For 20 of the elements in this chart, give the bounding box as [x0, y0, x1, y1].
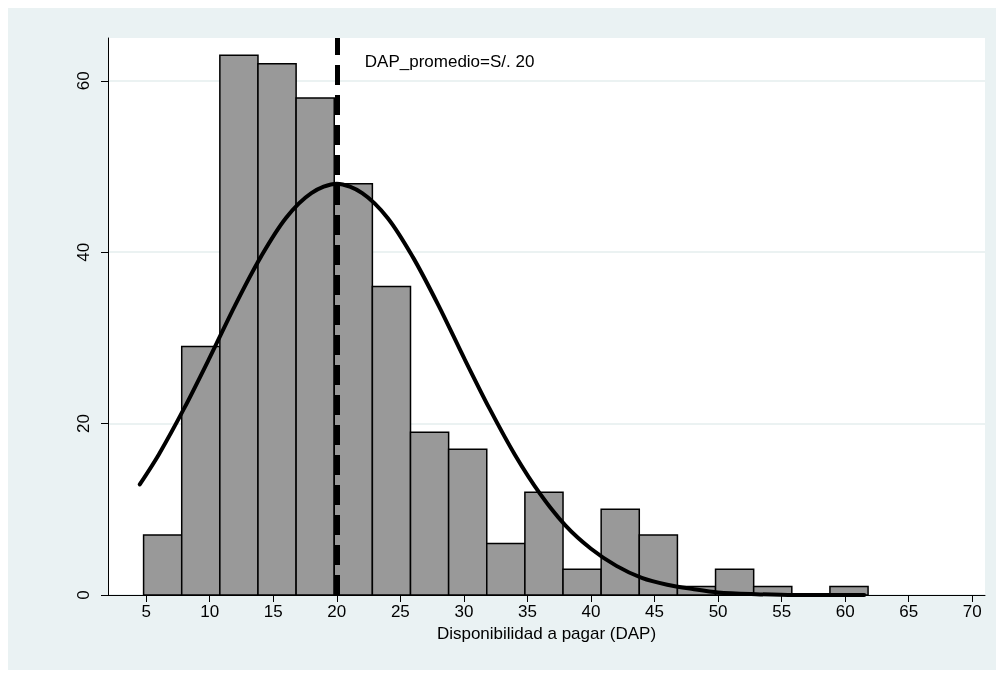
x-tick-label: 15 [263, 602, 283, 621]
y-tick-label: 0 [74, 590, 93, 600]
y-tick-label: 20 [74, 414, 93, 434]
x-tick-label: 25 [390, 602, 410, 621]
x-tick-label: 65 [899, 602, 919, 621]
y-tick-label: 40 [74, 242, 93, 262]
x-tick-label: 60 [835, 602, 855, 621]
y-tick-label: 60 [74, 71, 93, 91]
x-tick-label: 55 [772, 602, 792, 621]
ref-line-label: DAP_promedio=S/. 20 [364, 52, 535, 71]
x-tick-label: 20 [327, 602, 347, 621]
x-tick-label: 10 [200, 602, 220, 621]
x-tick-label: 40 [581, 602, 601, 621]
x-tick-label: 35 [517, 602, 537, 621]
x-tick-label: 70 [962, 602, 982, 621]
x-tick-label: 5 [141, 602, 151, 621]
x-tick-label: 45 [645, 602, 664, 621]
x-tick-label: 30 [454, 602, 474, 621]
x-tick-label: 50 [708, 602, 728, 621]
x-axis-title: Disponibilidad a pagar (DAP) [436, 624, 657, 643]
